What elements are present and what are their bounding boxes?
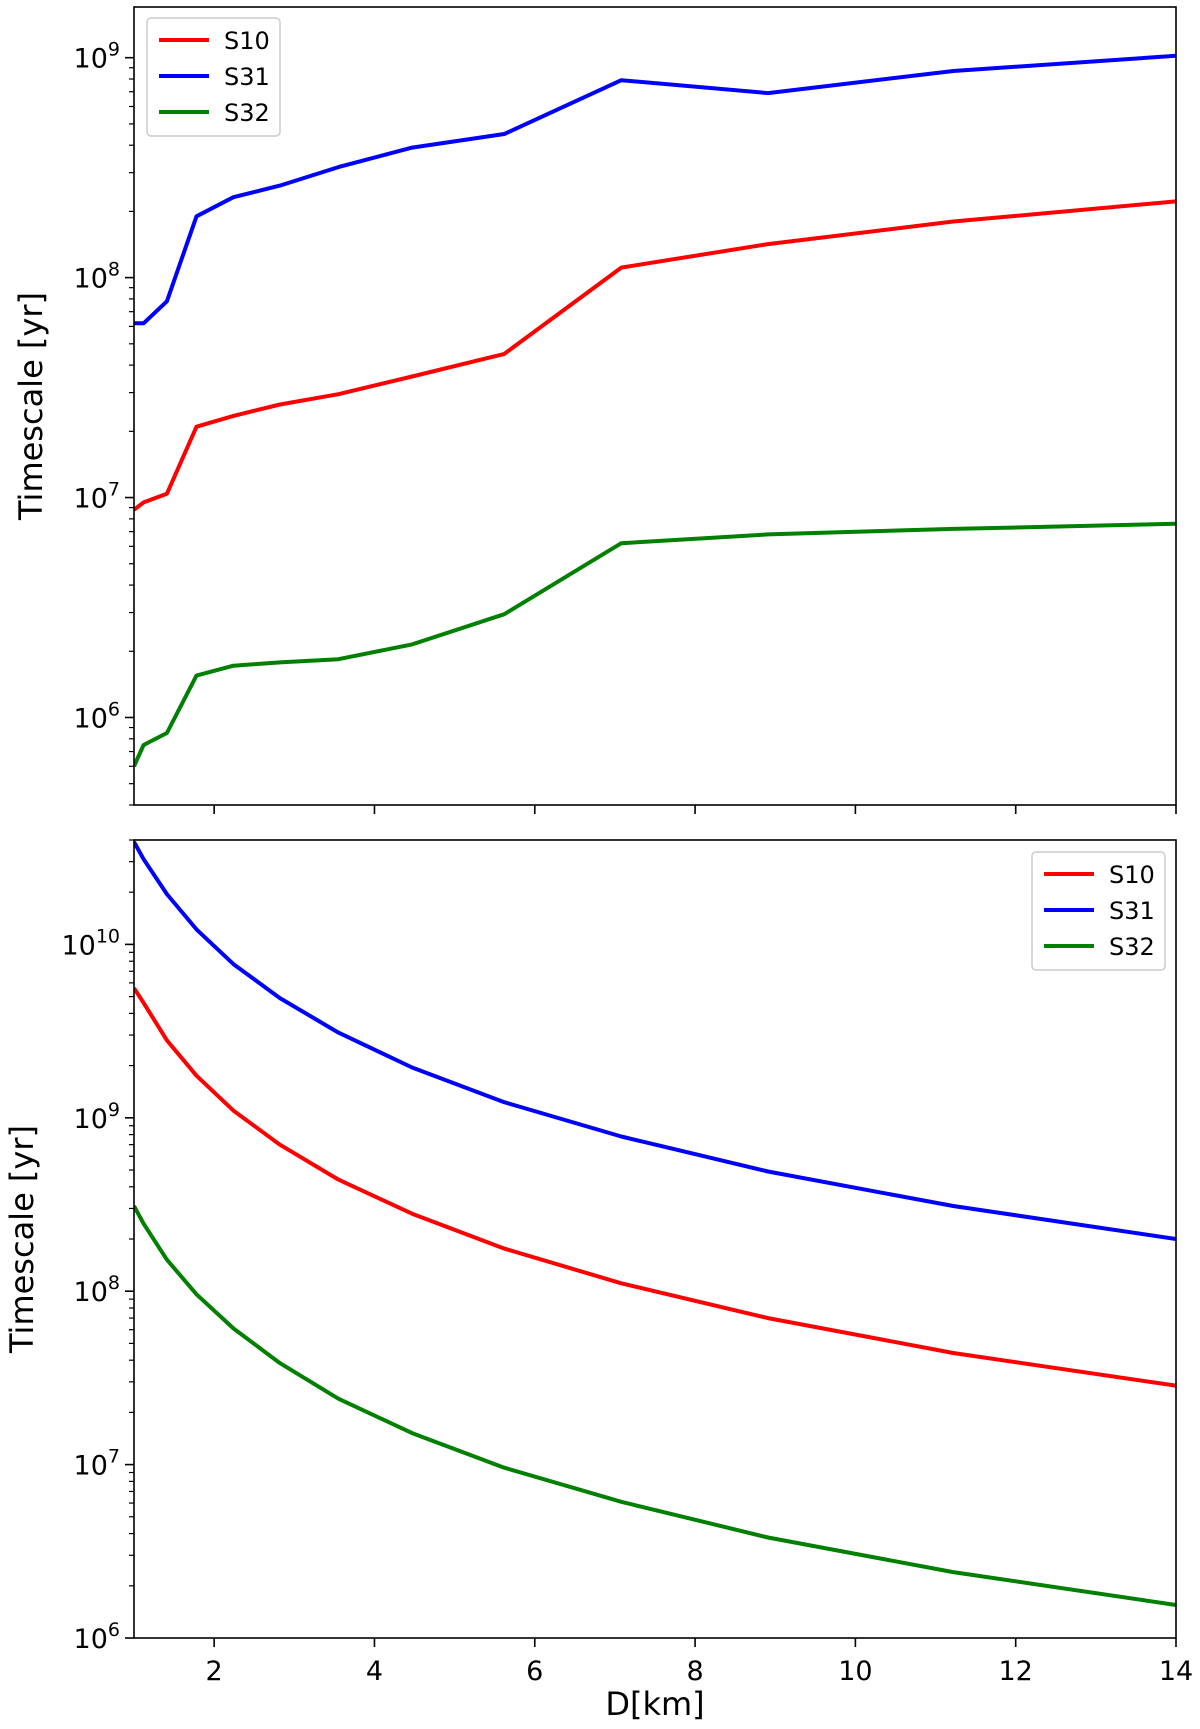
series-line-s10 bbox=[134, 987, 1176, 1388]
y-tick-base: 10 bbox=[74, 1277, 108, 1308]
series-line-s32 bbox=[134, 1205, 1176, 1607]
legend-box bbox=[1031, 851, 1166, 971]
y-tick-exponent: 7 bbox=[108, 479, 120, 501]
legend: S10 S31 S32 bbox=[146, 17, 281, 137]
y-tick-exponent: 8 bbox=[108, 1272, 120, 1294]
series-line-s32 bbox=[134, 521, 1176, 768]
y-tick-base: 10 bbox=[74, 264, 108, 295]
x-tick-label: 6 bbox=[526, 1656, 543, 1687]
y-tick-exponent: 7 bbox=[108, 1446, 120, 1468]
y-tick-base: 10 bbox=[74, 1451, 108, 1482]
plot-frame bbox=[133, 839, 1177, 1639]
legend-label-s32: S32 bbox=[1109, 933, 1155, 961]
x-tick-label: 8 bbox=[686, 1656, 703, 1687]
legend: S10 S31 S32 bbox=[1031, 851, 1166, 971]
legend-label-s10: S10 bbox=[1109, 861, 1155, 889]
legend-label-s10: S10 bbox=[224, 27, 270, 55]
y-tick-base: 10 bbox=[74, 484, 108, 515]
x-axis-title: D[km] bbox=[605, 1685, 704, 1723]
y-tick-label: 108 bbox=[74, 259, 120, 295]
y-tick-base: 10 bbox=[74, 1624, 108, 1655]
y-tick-label: 106 bbox=[74, 698, 120, 734]
y-axis-title: Timescale [yr] bbox=[3, 1125, 41, 1354]
legend-label-s31: S31 bbox=[224, 63, 270, 91]
series-line-s31 bbox=[134, 840, 1176, 1241]
x-tick-label: 10 bbox=[838, 1656, 872, 1687]
y-tick-label: 106 bbox=[74, 1619, 120, 1655]
x-tick-label: 14 bbox=[1159, 1656, 1193, 1687]
y-tick-exponent: 6 bbox=[108, 698, 120, 720]
series-line-s31 bbox=[134, 53, 1176, 326]
y-tick-base: 10 bbox=[74, 703, 108, 734]
y-axis-title: Timescale [yr] bbox=[12, 292, 50, 521]
x-tick-label: 12 bbox=[999, 1656, 1033, 1687]
legend-label-s31: S31 bbox=[1109, 897, 1155, 925]
y-tick-label: 107 bbox=[74, 1446, 120, 1482]
plot-frame bbox=[133, 6, 1177, 806]
legend-box bbox=[146, 17, 281, 137]
y-tick-label: 107 bbox=[74, 479, 120, 515]
legend-label-s32: S32 bbox=[224, 99, 270, 127]
series-line-s10 bbox=[134, 199, 1176, 512]
y-tick-label: 109 bbox=[74, 1099, 120, 1135]
y-tick-base: 10 bbox=[74, 1104, 108, 1135]
y-tick-exponent: 9 bbox=[108, 39, 120, 61]
y-tick-base: 10 bbox=[74, 44, 108, 75]
x-tick-label: 2 bbox=[206, 1656, 223, 1687]
y-tick-label: 108 bbox=[74, 1272, 120, 1308]
y-tick-exponent: 9 bbox=[108, 1099, 120, 1121]
y-tick-label: 109 bbox=[74, 39, 120, 75]
y-tick-label: 1010 bbox=[61, 925, 120, 961]
y-tick-base: 10 bbox=[61, 930, 95, 961]
y-tick-exponent: 8 bbox=[108, 259, 120, 281]
y-tick-exponent: 6 bbox=[108, 1619, 120, 1641]
x-tick-label: 4 bbox=[366, 1656, 383, 1687]
y-tick-exponent: 10 bbox=[96, 925, 120, 947]
